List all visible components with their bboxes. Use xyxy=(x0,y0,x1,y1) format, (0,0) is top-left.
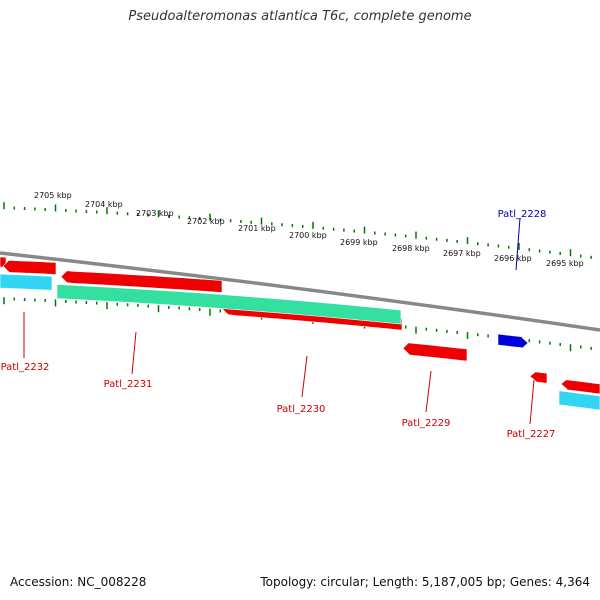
scale-label: 2705 kbp xyxy=(34,191,72,200)
outer-scale-ticks xyxy=(3,202,592,259)
gene-label: Patl_2229 xyxy=(402,418,451,429)
scale-label: 2701 kbp xyxy=(238,224,276,233)
scale-label: 2697 kbp xyxy=(443,249,481,258)
scale-label: 2698 kbp xyxy=(392,244,430,253)
gene-label: Patl_2230 xyxy=(277,404,326,415)
scale-label: 2696 kbp xyxy=(494,254,532,263)
scale-label: 2700 kbp xyxy=(289,231,327,240)
gene-arrow xyxy=(0,273,53,291)
scale-label: 2699 kbp xyxy=(340,238,378,247)
gene-arrow xyxy=(529,370,548,384)
gene-label: Patl_2232 xyxy=(1,362,50,373)
gene-label: Patl_2227 xyxy=(507,429,556,440)
gene-label: Patl_2228 xyxy=(498,209,547,220)
leader-line xyxy=(515,217,521,271)
gene-arrow xyxy=(2,259,57,275)
leader-line xyxy=(301,355,308,398)
leader-line xyxy=(131,331,137,375)
topology-text: Topology: circular; Length: 5,187,005 bp… xyxy=(260,575,590,589)
accession-text: Accession: NC_008228 xyxy=(10,575,147,589)
scale-label: 2702 kbp xyxy=(187,217,225,226)
genome-backbone xyxy=(0,251,600,332)
leader-line xyxy=(425,370,432,413)
gene-labels: Patl_2232 Patl_2231 Patl_2230 Patl_2229 Patl… xyxy=(1,209,556,440)
scale-label: 2703 kbp xyxy=(136,209,174,218)
gene-arrow xyxy=(402,342,468,362)
gene-arrow xyxy=(558,390,600,411)
map-title: Pseudoalteromonas atlantica T6c, complet… xyxy=(128,9,472,24)
scale-label: 2695 kbp xyxy=(546,259,584,268)
gene-features xyxy=(0,256,600,411)
leader-line xyxy=(529,379,535,425)
gene-arrow xyxy=(60,270,223,293)
gene-arrow xyxy=(560,378,600,395)
scale-label: 2704 kbp xyxy=(85,200,123,209)
label-leader-lines xyxy=(23,217,535,425)
gene-arrow xyxy=(56,284,402,325)
scale-labels: 2705 kbp 2704 kbp 2703 kbp 2702 kbp 2701 kbp… xyxy=(34,191,584,268)
gene-arrow xyxy=(497,333,529,349)
gene-label: Patl_2231 xyxy=(104,379,153,390)
